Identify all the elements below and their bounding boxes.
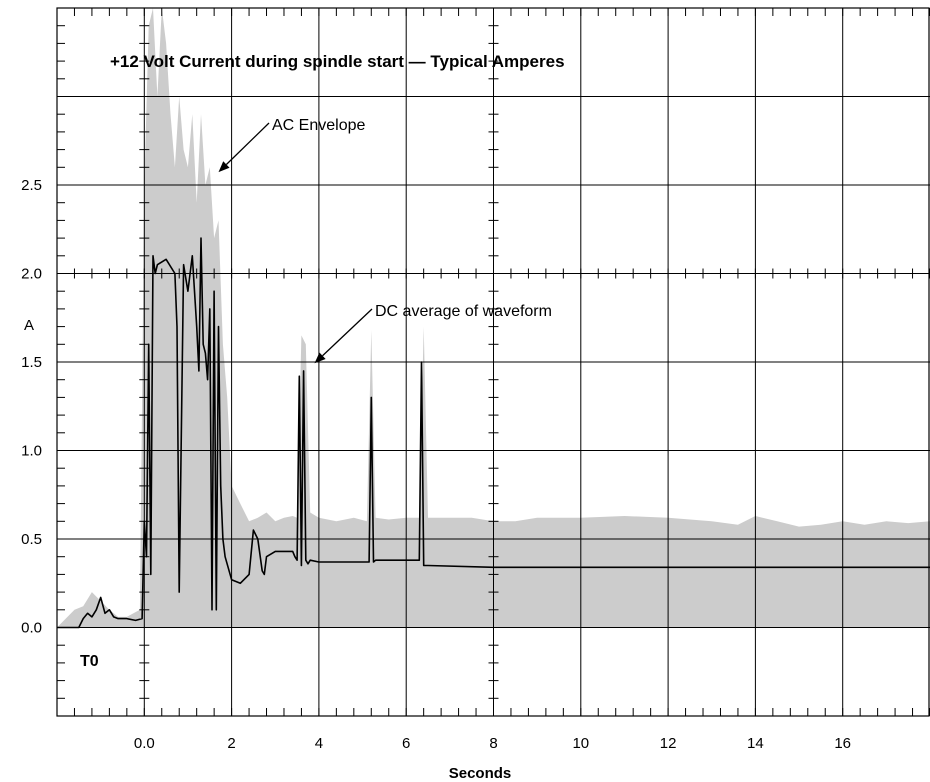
x-tick-label: 12 [660, 735, 677, 752]
x-tick-label: 2 [227, 735, 235, 752]
y-tick-label: 0.0 [21, 620, 42, 637]
dc-average-line-layer [57, 237, 930, 629]
ac-envelope-arrowhead [218, 161, 230, 173]
x-axis-label: Seconds [449, 765, 512, 782]
tick-mark-layer [56, 7, 930, 717]
x-tick-label: 0.0 [134, 735, 155, 752]
y-tick-label: 2.5 [21, 177, 42, 194]
x-tick-label: 6 [402, 735, 410, 752]
y-axis-label: A [24, 317, 34, 334]
y-tick-label: 1.0 [21, 443, 42, 460]
dc-average-line [57, 237, 930, 629]
x-tick-label: 16 [834, 735, 851, 752]
y-tick-label: 2.0 [21, 266, 42, 283]
x-tick-label: 10 [572, 735, 589, 752]
ac-envelope-arrow [225, 122, 270, 165]
x-tick-label: 4 [315, 735, 323, 752]
y-tick-label: 0.5 [21, 531, 42, 548]
dc-average-annotation: DC average of waveform [375, 303, 552, 320]
x-tick-label: 8 [489, 735, 497, 752]
x-tick-label: 14 [747, 735, 764, 752]
tick-label-layer: 0.0 2 4 6 8 10 12 14 16 0.0 0.5 1.0 1.5 2.0 2.5 [21, 177, 851, 752]
dc-average-arrowhead [314, 352, 326, 364]
t0-marker: T0 [80, 653, 99, 670]
y-tick-label: 1.5 [21, 354, 42, 371]
chart-title: +12 Volt Current during spindle start — … [110, 52, 565, 71]
ac-envelope-annotation: AC Envelope [272, 117, 365, 134]
dc-average-arrow [322, 308, 373, 357]
